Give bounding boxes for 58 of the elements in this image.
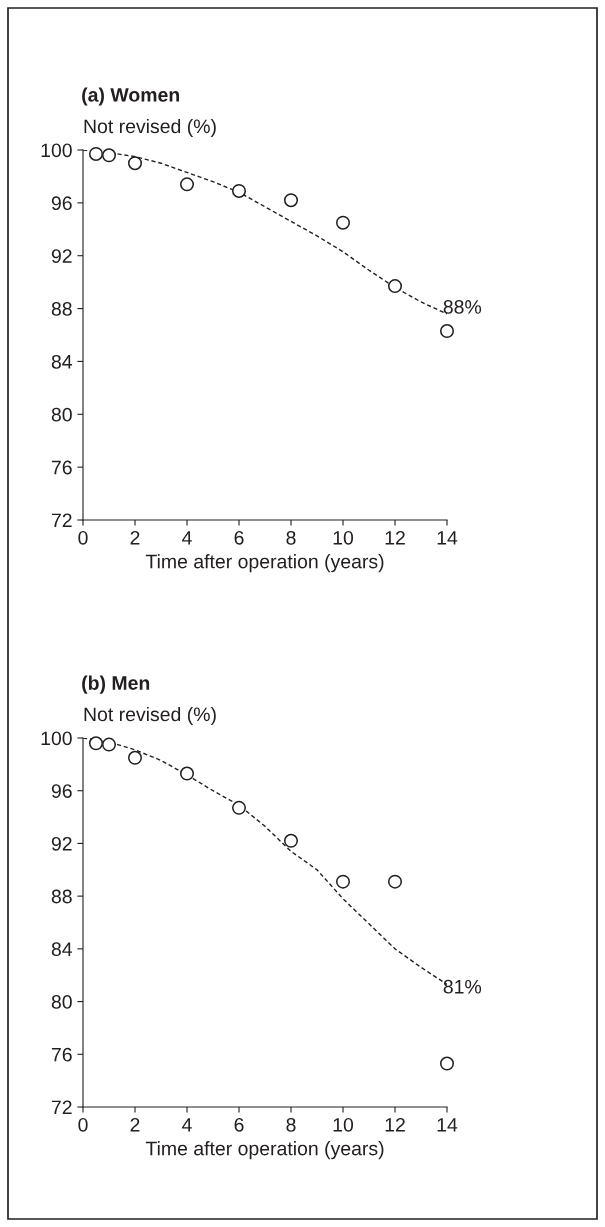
x-tick-label: 10 bbox=[333, 1117, 354, 1132]
point bbox=[127, 750, 143, 765]
point bbox=[387, 874, 403, 889]
x-tick-label: 12 bbox=[385, 530, 405, 545]
point bbox=[335, 874, 351, 889]
y-tick-label: 72 bbox=[51, 513, 72, 528]
point bbox=[283, 833, 299, 848]
y-tick-label: 76 bbox=[51, 460, 72, 475]
y-tick-label: 100 bbox=[41, 143, 72, 158]
x-tick-label: 8 bbox=[286, 1117, 296, 1132]
x-axis-title: Time after operation (years) bbox=[145, 1141, 384, 1160]
y-tick-label: 92 bbox=[51, 249, 72, 263]
x-tick-label: 14 bbox=[437, 1118, 458, 1132]
y-tick-label: 100 bbox=[41, 731, 72, 746]
x-axis-title: Time after operation (years) bbox=[145, 554, 384, 573]
y-tick-label: 80 bbox=[51, 995, 72, 1009]
point bbox=[179, 177, 195, 192]
y-axis-title: Not revised (%) bbox=[84, 118, 216, 138]
y-tick-label: 92 bbox=[51, 836, 72, 851]
x-tick-label: 0 bbox=[78, 1117, 88, 1132]
x-tick-label: 2 bbox=[130, 530, 140, 545]
y-tick-label: 88 bbox=[51, 889, 72, 904]
annotation: 88% bbox=[443, 300, 482, 314]
y-tick-label: 96 bbox=[51, 784, 72, 798]
y-tick-label: 84 bbox=[51, 942, 73, 957]
y-axis-title: Not revised (%) bbox=[84, 706, 216, 726]
point bbox=[335, 215, 351, 230]
x-tick-label: 4 bbox=[182, 1118, 192, 1132]
x-tick-label: 4 bbox=[182, 531, 192, 545]
point bbox=[283, 193, 299, 208]
point bbox=[231, 183, 247, 198]
point bbox=[88, 736, 104, 751]
point bbox=[231, 800, 247, 815]
chart-title: (a) Women bbox=[82, 87, 180, 106]
annotation: 81% bbox=[443, 979, 482, 994]
y-tick-label: 72 bbox=[51, 1100, 72, 1115]
point bbox=[179, 766, 195, 781]
point bbox=[439, 1056, 455, 1071]
x-tick-label: 0 bbox=[78, 530, 88, 545]
x-tick-label: 14 bbox=[437, 531, 458, 545]
x-tick-label: 12 bbox=[385, 1117, 405, 1132]
x-tick-label: 2 bbox=[130, 1117, 140, 1132]
x-tick-label: 10 bbox=[333, 530, 354, 545]
point bbox=[88, 146, 104, 161]
x-tick-label: 6 bbox=[234, 1117, 244, 1132]
point bbox=[101, 737, 117, 752]
y-tick-label: 88 bbox=[51, 302, 72, 316]
point bbox=[127, 156, 143, 171]
point bbox=[439, 324, 455, 339]
x-tick-label: 8 bbox=[286, 530, 296, 545]
point bbox=[101, 148, 117, 163]
y-tick-label: 76 bbox=[51, 1047, 72, 1062]
x-tick-label: 6 bbox=[234, 530, 244, 545]
chart-title: (b) Men bbox=[82, 675, 150, 694]
point bbox=[387, 279, 403, 294]
y-tick-label: 96 bbox=[51, 196, 72, 211]
y-tick-label: 80 bbox=[51, 407, 72, 422]
y-tick-label: 84 bbox=[51, 354, 73, 369]
